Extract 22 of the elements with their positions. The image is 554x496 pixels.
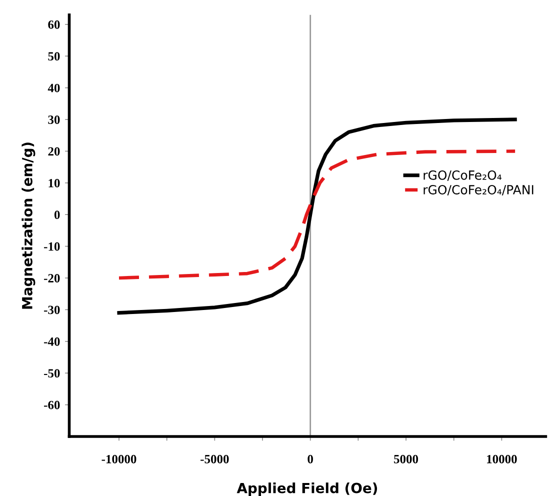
y-tick-label: 20 — [48, 147, 60, 156]
y-tick-label: -10 — [44, 242, 60, 251]
x-tick-label: 10000 — [487, 454, 517, 464]
y-tick-label: 40 — [48, 84, 60, 92]
legend-label: rGO/CoFe₂O₄/PANI — [424, 184, 534, 196]
y-axis-title: Magnetization (em/g) — [22, 142, 36, 309]
x-tick-label: 0 — [308, 454, 313, 464]
y-tick-label: -50 — [44, 369, 60, 378]
x-tick-label: -10000 — [102, 454, 136, 464]
y-tick-label: -60 — [44, 400, 60, 410]
y-tick-label: 50 — [48, 52, 60, 61]
y-tick-label: 0 — [54, 210, 60, 220]
x-tick-label: 5000 — [394, 454, 418, 464]
legend-label: rGO/CoFe₂O₄ — [424, 170, 502, 181]
y-tick-label: -30 — [44, 306, 60, 314]
y-tick-label: -40 — [44, 337, 60, 346]
x-axis-title: Applied Field (Oe) — [236, 482, 378, 496]
x-tick-label: -5000 — [200, 454, 229, 464]
y-tick-label: 60 — [48, 20, 60, 29]
y-tick-label: 10 — [48, 178, 60, 188]
y-tick-label: 30 — [48, 116, 60, 124]
y-tick-label: -20 — [44, 274, 60, 282]
